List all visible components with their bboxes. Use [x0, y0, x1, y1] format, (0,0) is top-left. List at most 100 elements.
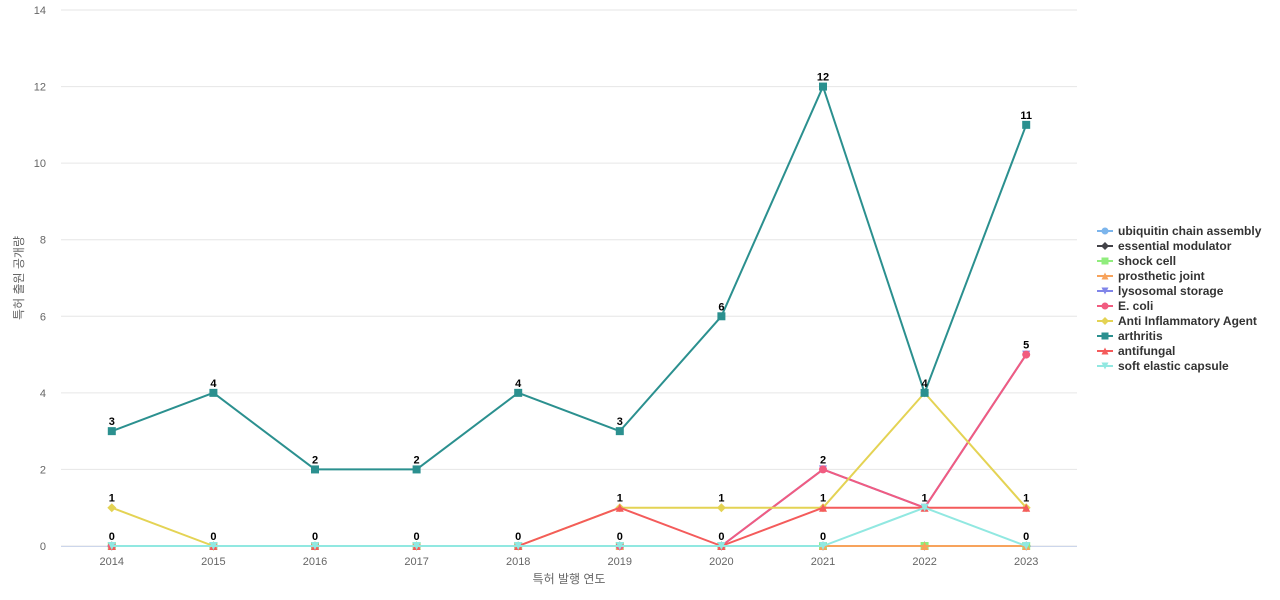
x-tick-label: 2016	[303, 556, 327, 568]
data-label: 1	[617, 493, 623, 505]
legend-label: E. coli	[1118, 299, 1153, 313]
point-marker	[1101, 302, 1109, 310]
point-marker	[615, 503, 624, 512]
data-label: 0	[1023, 531, 1029, 543]
point-marker	[1101, 242, 1109, 250]
data-label: 6	[718, 301, 724, 313]
data-label: 12	[817, 72, 829, 84]
x-tick-label: 2018	[506, 556, 530, 568]
point-marker	[615, 542, 624, 550]
point-marker	[209, 388, 218, 397]
x-tick-label: 2019	[608, 556, 632, 568]
legend-label: antifungal	[1118, 344, 1175, 358]
point-marker	[311, 465, 319, 474]
point-marker	[412, 465, 421, 474]
series-line	[111, 506, 1027, 547]
data-label: 0	[617, 531, 623, 543]
series-arthritis	[107, 82, 1031, 474]
data-label: 0	[414, 531, 420, 543]
legend-item[interactable]: soft elastic capsule	[1097, 359, 1229, 373]
legend-item[interactable]: prosthetic joint	[1097, 269, 1205, 283]
point-marker	[209, 542, 218, 550]
data-label: 0	[515, 531, 521, 543]
point-marker	[1022, 120, 1031, 129]
data-label: 0	[312, 531, 318, 543]
point-marker	[920, 503, 929, 512]
point-marker	[1101, 332, 1109, 340]
legend-label: shock cell	[1118, 254, 1176, 268]
point-marker	[920, 542, 929, 550]
point-marker	[819, 82, 827, 91]
x-tick-label: 2023	[1014, 556, 1038, 568]
point-marker	[1101, 257, 1109, 265]
data-label: 0	[718, 531, 724, 543]
legend-item[interactable]: E. coli	[1097, 299, 1153, 313]
point-marker	[920, 388, 929, 397]
data-label: 1	[820, 493, 826, 505]
y-tick-label: 2	[40, 464, 46, 476]
point-marker	[514, 542, 523, 550]
y-tick-label: 12	[34, 82, 46, 94]
data-label: 2	[414, 454, 420, 466]
legend-item[interactable]: essential modulator	[1097, 239, 1232, 253]
x-tick-label: 2022	[912, 556, 936, 568]
data-label: 3	[617, 416, 623, 428]
legend-item[interactable]: shock cell	[1097, 254, 1176, 268]
point-marker	[514, 388, 523, 397]
point-marker	[1022, 542, 1031, 550]
legend-label: soft elastic capsule	[1118, 359, 1229, 373]
point-marker	[311, 542, 319, 550]
point-marker	[107, 542, 116, 550]
y-axis-title: 특허 출원 공개량	[12, 236, 26, 320]
x-axis-title: 특허 발행 연도	[533, 571, 606, 586]
legend-item[interactable]: Anti Inflammatory Agent	[1097, 314, 1257, 328]
series-line	[111, 85, 1028, 471]
series-soft-elastic-capsule	[107, 503, 1031, 550]
data-label: 3	[109, 416, 115, 428]
point-marker	[1022, 503, 1031, 512]
point-marker	[1022, 350, 1031, 359]
legend-label: prosthetic joint	[1118, 269, 1205, 283]
series-group	[107, 82, 1031, 551]
y-axis-ticks: 0 2 4 6 8 10 12 14	[34, 5, 46, 553]
point-marker	[1101, 317, 1109, 325]
y-tick-label: 8	[40, 235, 46, 247]
point-marker	[717, 542, 726, 550]
x-tick-label: 2014	[100, 556, 124, 568]
legend-label: Anti Inflammatory Agent	[1118, 314, 1257, 328]
data-label: 1	[109, 493, 115, 505]
point-marker	[107, 427, 116, 436]
point-marker	[819, 465, 827, 474]
data-label: 0	[820, 531, 826, 543]
point-marker	[716, 503, 726, 513]
data-label: 4	[210, 378, 217, 390]
point-marker	[819, 503, 827, 512]
data-label: 1	[718, 493, 724, 505]
x-axis-ticks: 2014 2015 2016 2017 2018 2019 2020 2021 2022 2023	[100, 556, 1039, 568]
point-marker	[819, 542, 827, 550]
point-marker	[1101, 362, 1109, 370]
point-marker	[107, 503, 117, 513]
series-line	[111, 506, 1027, 547]
data-label: 2	[820, 454, 826, 466]
data-label: 2	[312, 454, 318, 466]
series-antifungal	[107, 503, 1031, 550]
x-tick-label: 2020	[709, 556, 733, 568]
x-tick-label: 2017	[404, 556, 428, 568]
legend-item[interactable]: antifungal	[1097, 344, 1175, 358]
legend-item[interactable]: ubiquitin chain assembly	[1097, 224, 1262, 238]
data-label: 1	[922, 493, 928, 505]
x-tick-label: 2015	[201, 556, 225, 568]
legend-item[interactable]: lysosomal storage	[1097, 284, 1224, 298]
y-tick-label: 0	[40, 541, 46, 553]
legend-item[interactable]: arthritis	[1097, 329, 1163, 343]
legend-label: lysosomal storage	[1118, 284, 1224, 298]
data-label: 0	[210, 531, 216, 543]
series-line	[111, 354, 1028, 547]
data-label: 11	[1020, 110, 1032, 122]
grid-lines	[61, 9, 1077, 547]
point-marker	[1101, 227, 1109, 235]
